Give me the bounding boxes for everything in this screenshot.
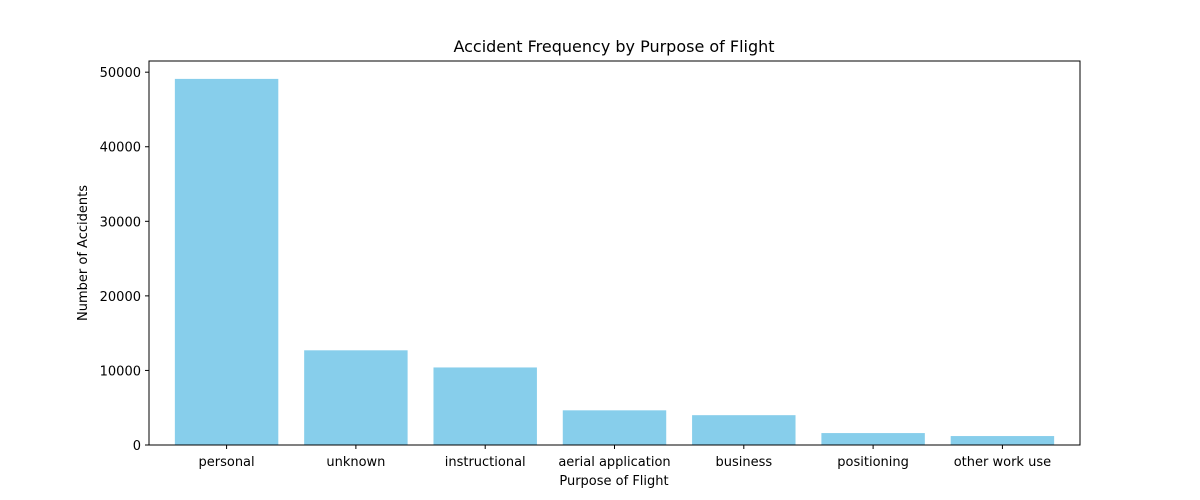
bar-instructional	[433, 367, 537, 445]
bar-positioning	[821, 433, 925, 445]
plot-frame	[148, 60, 1081, 446]
x-tick-label: business	[715, 455, 772, 470]
x-tick-label: positioning	[837, 455, 909, 470]
x-tick-label: aerial application	[558, 455, 670, 470]
y-axis-ticks: 0 10000 20000 30000 40000 50000	[100, 66, 149, 454]
y-tick-label: 10000	[100, 364, 141, 379]
chart-title: Accident Frequency by Purpose of Flight	[453, 37, 774, 56]
x-axis-ticks: personal unknown instructional aerial appli…	[199, 445, 1051, 470]
y-tick-label: 40000	[100, 141, 141, 156]
y-tick-label: 50000	[100, 66, 141, 81]
y-tick-label: 30000	[100, 215, 141, 230]
x-tick-label: personal	[199, 455, 255, 470]
bar-aerial-application	[562, 410, 667, 445]
bar-personal	[174, 78, 279, 446]
x-tick-label: instructional	[445, 455, 526, 470]
bar-business	[692, 415, 796, 445]
y-axis-label: Number of Accidents	[76, 185, 91, 321]
bars-group	[174, 78, 1055, 446]
x-tick-label: unknown	[326, 455, 385, 470]
y-tick-label: 20000	[100, 290, 141, 305]
y-tick-label: 0	[133, 439, 141, 454]
x-axis-label: Purpose of Flight	[559, 474, 668, 489]
bar-other-work-use	[950, 436, 1055, 445]
x-tick-label: other work use	[954, 455, 1051, 470]
bar-unknown	[304, 350, 408, 445]
